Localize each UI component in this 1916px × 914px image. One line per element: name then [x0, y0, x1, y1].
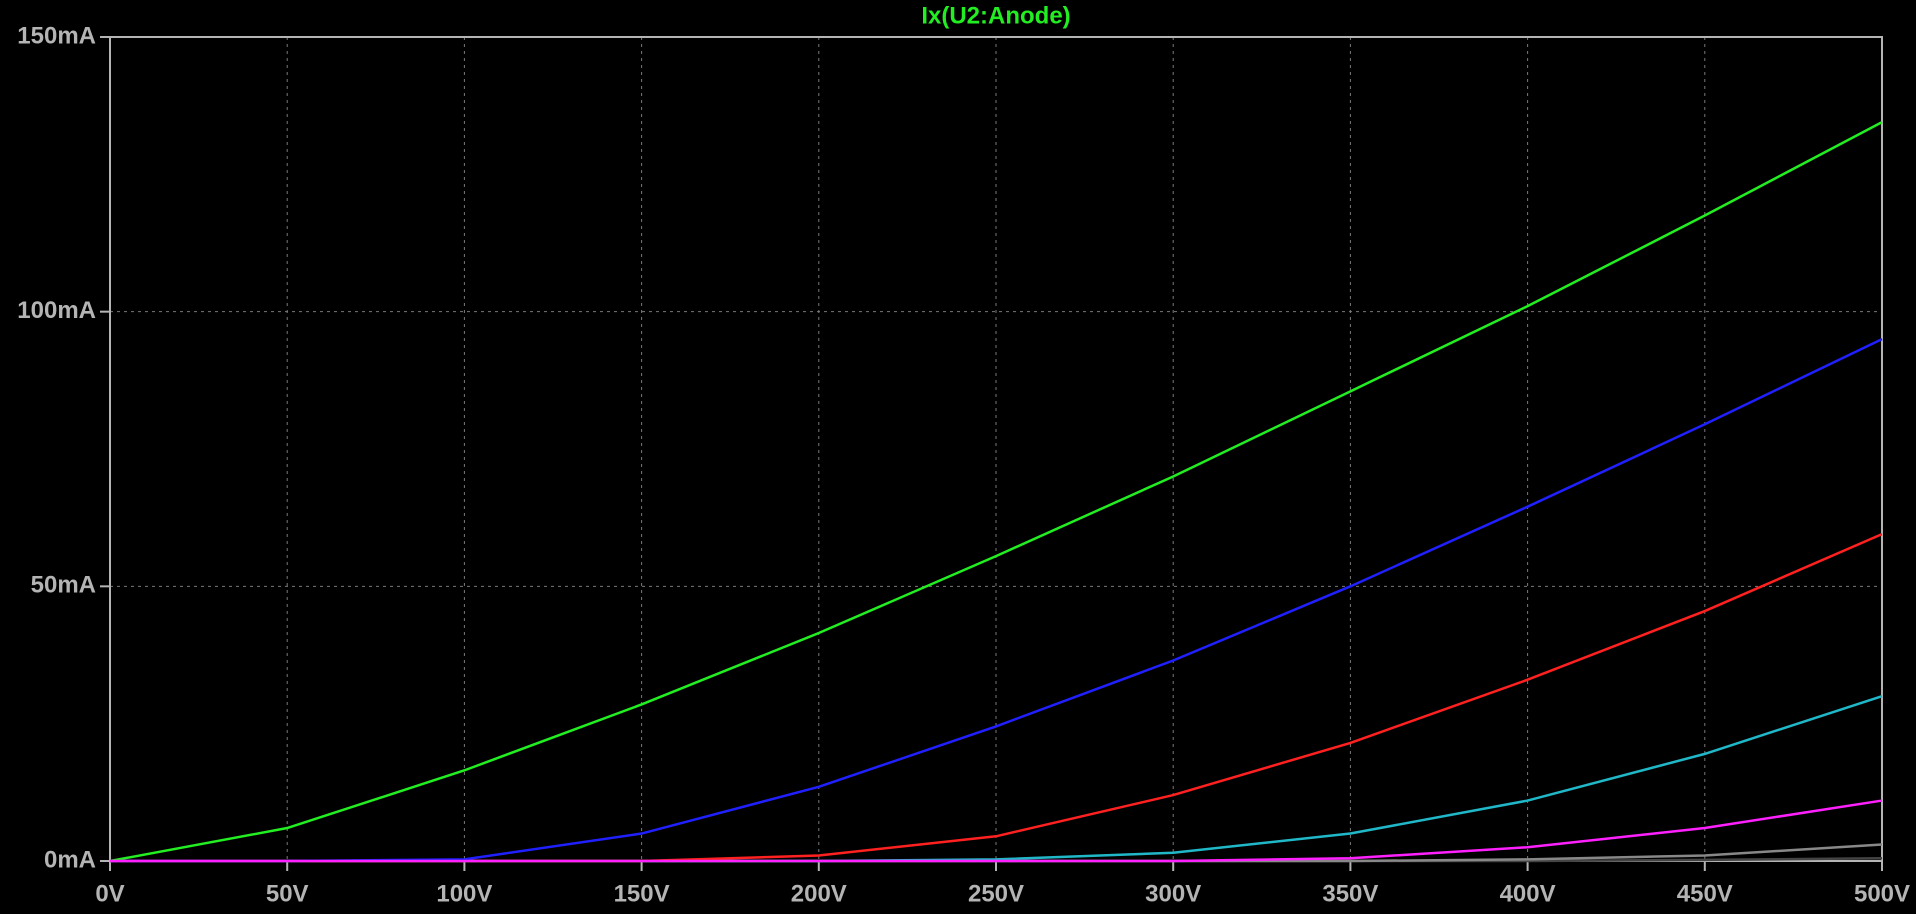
y-tick-label: 0mA [44, 846, 96, 873]
x-tick-label: 250V [968, 880, 1024, 907]
x-tick-label: 300V [1145, 880, 1201, 907]
y-tick-label: 50mA [31, 572, 96, 599]
y-tick-label: 100mA [17, 297, 96, 324]
x-tick-label: 350V [1322, 880, 1378, 907]
x-tick-label: 50V [266, 880, 309, 907]
data-line [110, 799, 1883, 863]
x-tick-label: 450V [1677, 880, 1733, 907]
x-tick-label: 500V [1854, 880, 1910, 907]
x-tick-label: 100V [436, 880, 492, 907]
x-tick-label: 200V [791, 880, 847, 907]
x-tick-label: 400V [1500, 880, 1556, 907]
x-tick-label: 0V [95, 880, 124, 907]
chart-title: Ix(U2:Anode) [921, 2, 1070, 29]
x-tick-label: 150V [614, 880, 670, 907]
data-line [109, 121, 1883, 863]
y-tick-label: 150mA [17, 22, 96, 49]
